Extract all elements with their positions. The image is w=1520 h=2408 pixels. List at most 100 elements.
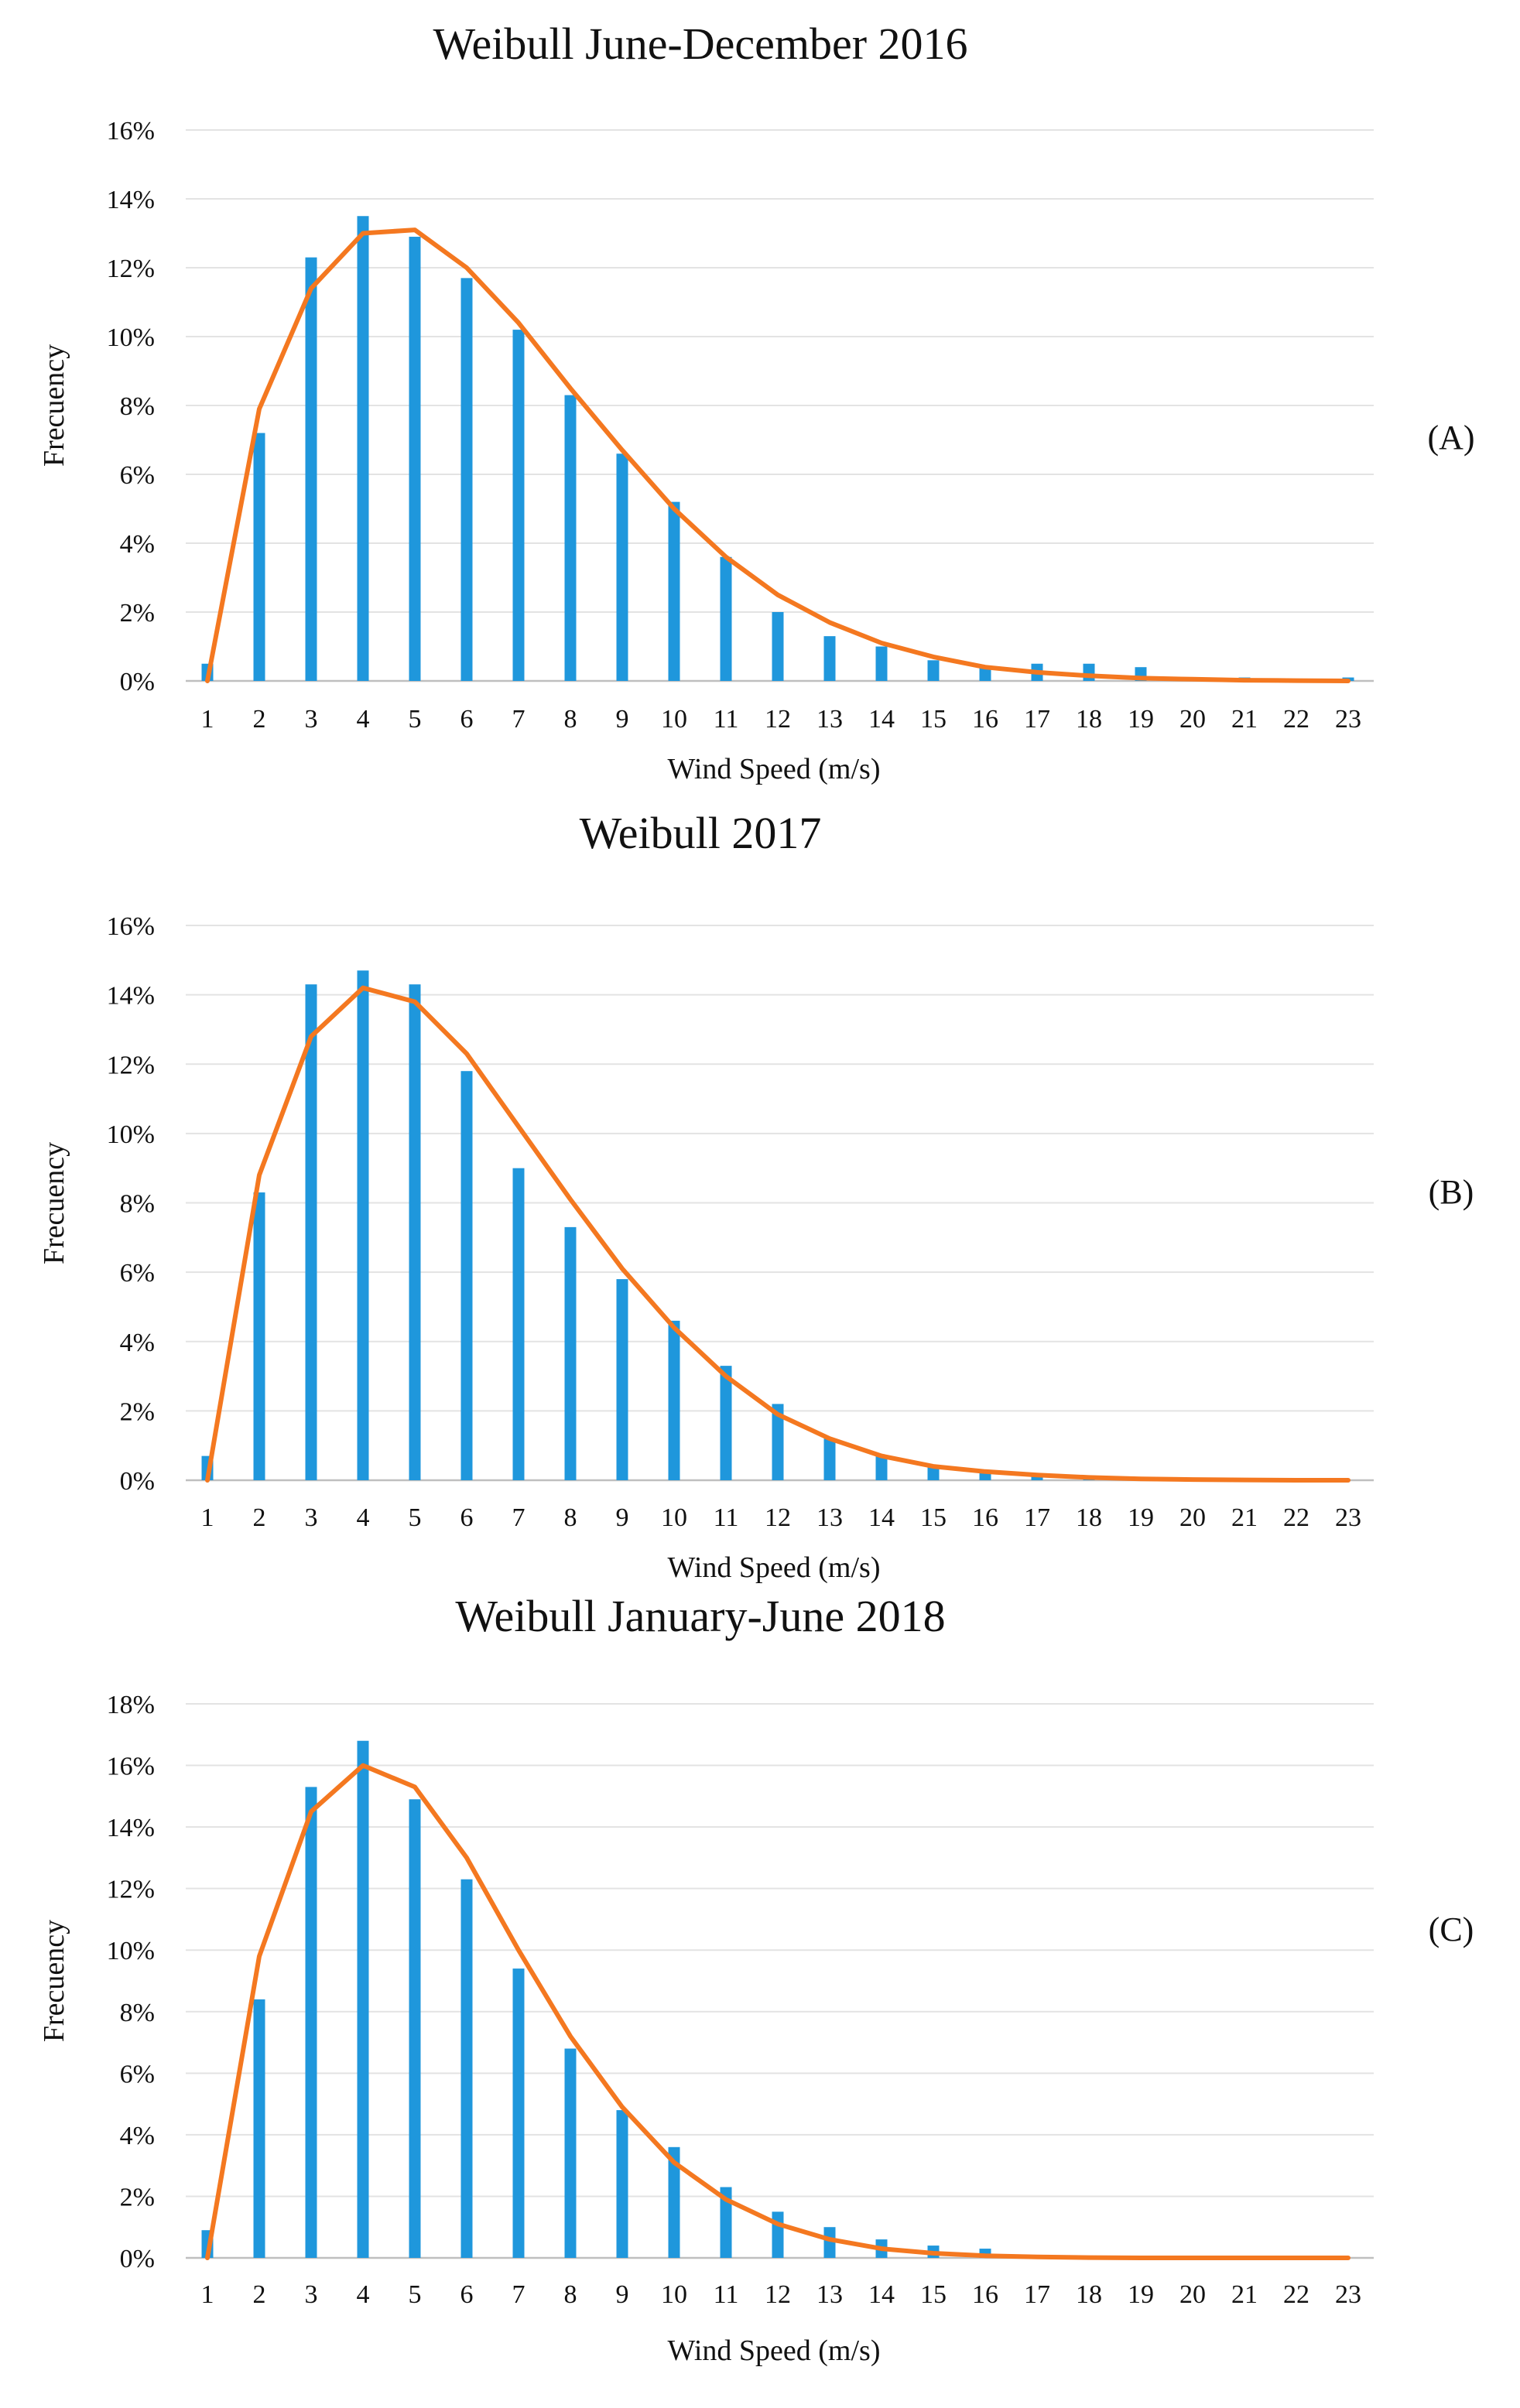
x-tick-label: 12 — [765, 2280, 791, 2309]
x-tick-label: 11 — [714, 2280, 739, 2309]
y-tick-label: 0% — [120, 2245, 155, 2273]
x-tick-label: 6 — [460, 705, 474, 734]
x-tick-label: 21 — [1231, 705, 1258, 734]
bar — [460, 278, 473, 682]
x-tick-label: 13 — [816, 2280, 843, 2309]
x-tick-label: 2 — [253, 2280, 266, 2309]
x-tick-label: 17 — [1024, 1503, 1050, 1532]
x-tick-label: 11 — [714, 1503, 739, 1532]
bar — [564, 2048, 577, 2258]
bar — [564, 1226, 577, 1480]
y-tick-label: 16% — [107, 117, 155, 145]
x-tick-label: 20 — [1179, 2280, 1206, 2309]
x-tick-label: 4 — [357, 1503, 370, 1532]
bar — [875, 1455, 888, 1480]
bar — [1083, 663, 1095, 681]
x-tick-label: 18 — [1076, 1503, 1102, 1532]
bar — [253, 433, 265, 681]
y-tick-label: 14% — [107, 186, 155, 214]
y-axis-label: Frecuency — [38, 1920, 70, 2042]
x-tick-label: 23 — [1335, 1503, 1361, 1532]
x-tick-label: 17 — [1024, 2280, 1050, 2309]
bar — [409, 984, 421, 1480]
bar — [720, 2187, 732, 2258]
y-tick-label: 14% — [107, 1814, 155, 1842]
x-tick-label: 4 — [357, 2280, 370, 2309]
bar — [668, 2146, 680, 2258]
bar — [1031, 1476, 1043, 1480]
bar — [305, 1787, 317, 2258]
bar — [305, 257, 317, 681]
x-tick-label: 6 — [460, 2280, 474, 2309]
y-tick-label: 18% — [107, 1691, 155, 1719]
y-tick-label: 14% — [107, 982, 155, 1011]
x-tick-label: 13 — [816, 1503, 843, 1532]
y-tick-label: 0% — [120, 1467, 155, 1496]
bar — [253, 1999, 265, 2258]
x-tick-label: 10 — [661, 705, 687, 734]
x-tick-label: 7 — [512, 1503, 525, 1532]
bar — [823, 1438, 836, 1480]
bar — [979, 2249, 991, 2258]
bar — [875, 646, 888, 681]
y-tick-label: 4% — [120, 1329, 155, 1357]
x-tick-label: 13 — [816, 705, 843, 734]
x-tick-label: 21 — [1231, 2280, 1258, 2309]
x-tick-label: 8 — [564, 1503, 577, 1532]
weibull-line — [205, 227, 1351, 683]
y-tick-label: 10% — [107, 323, 155, 352]
y-tick-label: 10% — [107, 1937, 155, 1965]
bar — [564, 395, 577, 681]
x-tick-label: 22 — [1283, 1503, 1309, 1532]
bar — [512, 1968, 525, 2258]
x-tick-label: 10 — [661, 2280, 687, 2309]
bar — [305, 984, 317, 1480]
x-tick-label: 9 — [616, 2280, 629, 2309]
x-tick-label: 5 — [409, 705, 422, 734]
chart-panel-1: Weibull June-December 2016 0% 2% 4% 6% 8% 10% 1… — [38, 19, 1475, 785]
x-tick-label: 16 — [972, 705, 998, 734]
x-tick-label: 14 — [868, 1503, 895, 1532]
x-tick-label: 19 — [1128, 705, 1154, 734]
y-tick-label: 6% — [120, 1259, 155, 1288]
bar — [357, 216, 369, 681]
bar — [720, 556, 732, 681]
chart-title: Weibull January-June 2018 — [455, 1591, 945, 1641]
x-tick-label: 2 — [253, 705, 266, 734]
x-tick-label: 9 — [616, 1503, 629, 1532]
y-tick-label: 6% — [120, 461, 155, 490]
x-tick-label: 15 — [920, 705, 947, 734]
y-tick-label: 2% — [120, 1397, 155, 1426]
y-tick-label: 0% — [120, 668, 155, 696]
chart-panel-3: Weibull January-June 20180%2%4%6%8%10%12… — [38, 1591, 1474, 2367]
bar — [772, 612, 784, 681]
bar — [668, 1320, 680, 1480]
x-axis-label: Wind Speed (m/s) — [668, 2334, 881, 2367]
x-tick-label: 19 — [1128, 2280, 1154, 2309]
y-tick-label: 8% — [120, 1999, 155, 2027]
x-tick-label: 9 — [616, 705, 629, 734]
bar — [772, 2211, 784, 2258]
y-tick-label: 12% — [107, 255, 155, 283]
x-tick-label: 22 — [1283, 2280, 1309, 2309]
x-tick-label: 5 — [409, 1503, 422, 1532]
x-tick-label: 2 — [253, 1503, 266, 1532]
x-tick-label: 12 — [765, 1503, 791, 1532]
weibull-line — [205, 985, 1351, 1483]
x-tick-label: 19 — [1128, 1503, 1154, 1532]
bar — [720, 1366, 732, 1480]
y-tick-label: 12% — [107, 1876, 155, 1904]
bar — [512, 330, 525, 681]
bar — [253, 1192, 265, 1480]
y-tick-label: 6% — [120, 2060, 155, 2088]
bar — [357, 1740, 369, 2258]
x-tick-label: 20 — [1179, 705, 1206, 734]
x-tick-label: 20 — [1179, 1503, 1206, 1532]
x-tick-label: 10 — [661, 1503, 687, 1532]
x-tick-label: 15 — [920, 1503, 947, 1532]
x-tick-label: 23 — [1335, 2280, 1361, 2309]
x-tick-label: 6 — [460, 1503, 474, 1532]
y-tick-label: 8% — [120, 1190, 155, 1219]
